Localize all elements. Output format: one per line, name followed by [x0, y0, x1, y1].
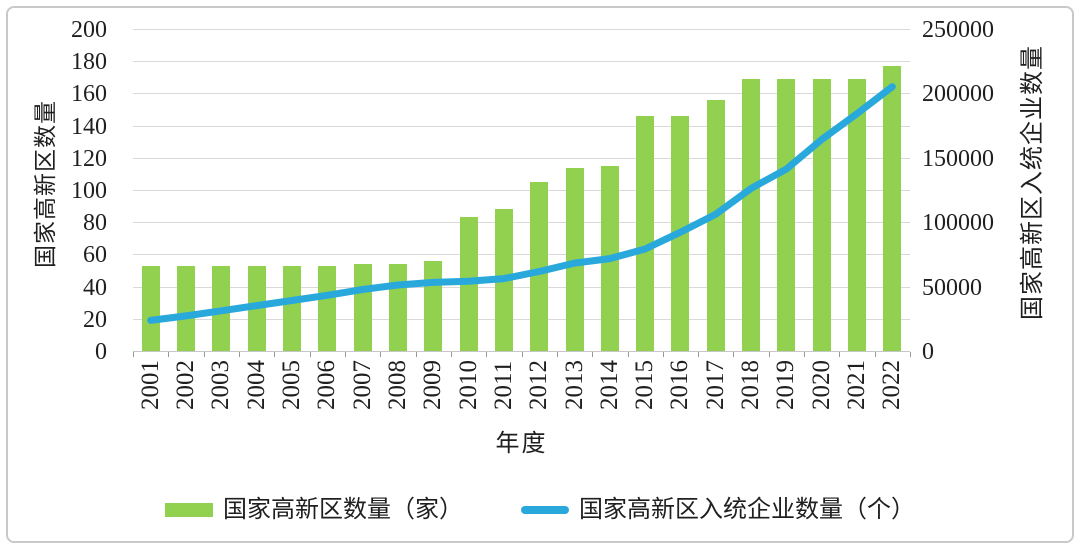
- gridline: [133, 286, 910, 288]
- x-tick-label-2005: 2005: [277, 360, 305, 410]
- x-tick-label-2009: 2009: [419, 360, 447, 410]
- gridline: [133, 222, 910, 224]
- x-tick-label-2008: 2008: [383, 360, 411, 410]
- left-axis-tick-160: 160: [71, 81, 107, 108]
- x-tick-label-2012: 2012: [525, 360, 553, 410]
- x-tick-label-2018: 2018: [737, 360, 765, 410]
- bar-2001: [141, 265, 160, 351]
- bar-2021: [848, 78, 866, 351]
- x-tick-mark: [662, 352, 664, 357]
- left-axis-tick-0: 0: [95, 339, 107, 365]
- x-tick-label-2020: 2020: [807, 360, 835, 410]
- x-tick-mark: [168, 352, 170, 357]
- x-tick-mark: [380, 352, 382, 357]
- x-tick-mark: [274, 352, 276, 357]
- right-axis-tick-250000: 250000: [922, 17, 994, 43]
- x-tick-label-2021: 2021: [843, 360, 870, 410]
- gridline: [133, 61, 910, 63]
- x-tick-label-2019: 2019: [772, 360, 800, 410]
- x-tick-mark: [521, 352, 523, 357]
- x-tick-mark: [698, 352, 700, 357]
- x-tick-label-2015: 2015: [631, 360, 659, 410]
- x-tick-mark: [592, 352, 594, 357]
- x-axis-title: 年度: [495, 431, 548, 457]
- left-axis-tick-120: 120: [71, 145, 107, 172]
- x-tick-mark: [450, 352, 452, 357]
- bar-2015: [636, 115, 655, 351]
- x-tick-label-2011: 2011: [489, 360, 517, 410]
- left-axis-tick-100: 100: [71, 178, 107, 204]
- gridline: [133, 125, 910, 127]
- x-tick-mark: [415, 352, 417, 357]
- right-axis-tick-200000: 200000: [922, 81, 994, 108]
- gridline: [133, 157, 910, 159]
- left-axis-tick-180: 180: [71, 49, 107, 76]
- x-tick-label-2010: 2010: [454, 360, 482, 410]
- x-tick-label-2006: 2006: [313, 360, 341, 410]
- bar-2022: [883, 66, 902, 351]
- x-tick-mark: [733, 352, 735, 357]
- x-tick-label-2014: 2014: [595, 360, 623, 410]
- gridline: [133, 190, 910, 191]
- line-series-swatch-icon: [521, 506, 569, 514]
- bar-2005: [282, 265, 301, 351]
- left-axis-tick-200: 200: [71, 17, 107, 43]
- bar-2018: [742, 78, 761, 351]
- x-tick-mark: [910, 352, 911, 357]
- bar-2002: [177, 265, 195, 351]
- gridline: [133, 29, 910, 30]
- legend-label-bar-series: 国家高新区数量（家）: [223, 497, 463, 523]
- x-tick-label-2022: 2022: [878, 360, 906, 410]
- bar-series-swatch-icon: [165, 503, 213, 517]
- x-tick-mark: [309, 352, 311, 357]
- right-axis-tick-150000: 150000: [922, 145, 994, 172]
- x-tick-mark: [839, 352, 841, 357]
- plot-area: [133, 29, 910, 352]
- bar-2019: [777, 78, 796, 351]
- x-tick-label-2002: 2002: [172, 360, 199, 410]
- left-axis-tick-140: 140: [71, 113, 107, 140]
- x-tick-mark: [486, 352, 488, 357]
- right-axis-tick-100000: 100000: [922, 210, 994, 237]
- x-tick-mark: [804, 352, 805, 357]
- gridline: [133, 93, 910, 95]
- x-tick-label-2016: 2016: [666, 360, 694, 410]
- x-tick-label-2001: 2001: [136, 360, 164, 410]
- x-tick-mark: [627, 352, 629, 357]
- bar-2017: [706, 99, 725, 351]
- x-tick-mark: [344, 352, 346, 357]
- bar-2006: [318, 265, 337, 351]
- gridline: [133, 318, 910, 320]
- left-axis-tick-20: 20: [83, 306, 107, 333]
- x-tick-label-2007: 2007: [348, 360, 376, 410]
- x-tick-mark: [874, 352, 876, 357]
- x-axis-line: [133, 351, 910, 352]
- right-axis-tick-0: 0: [922, 339, 934, 365]
- x-tick-mark: [133, 352, 134, 357]
- x-tick-label-2017: 2017: [701, 360, 729, 410]
- right-axis-tick-50000: 50000: [922, 274, 982, 301]
- legend-item-bar-series: 国家高新区数量（家）: [165, 496, 463, 524]
- gridline: [133, 254, 910, 256]
- legend: 国家高新区数量（家） 国家高新区入统企业数量（个）: [0, 496, 1080, 524]
- x-tick-mark: [203, 352, 205, 357]
- left-axis-tick-80: 80: [83, 210, 107, 237]
- x-tick-mark: [239, 352, 240, 357]
- x-tick-mark: [556, 352, 558, 357]
- x-tick-label-2003: 2003: [207, 360, 235, 410]
- x-tick-mark: [768, 352, 770, 357]
- line-series: [147, 83, 896, 324]
- left-axis-tick-40: 40: [83, 274, 107, 301]
- bar-2012: [530, 181, 549, 351]
- legend-label-line-series: 国家高新区入统企业数量（个）: [579, 497, 915, 523]
- left-axis-tick-60: 60: [83, 242, 107, 269]
- x-tick-label-2004: 2004: [242, 360, 270, 410]
- bar-2013: [565, 167, 584, 351]
- x-tick-label-2013: 2013: [560, 360, 588, 410]
- legend-item-line-series: 国家高新区入统企业数量（个）: [521, 496, 915, 524]
